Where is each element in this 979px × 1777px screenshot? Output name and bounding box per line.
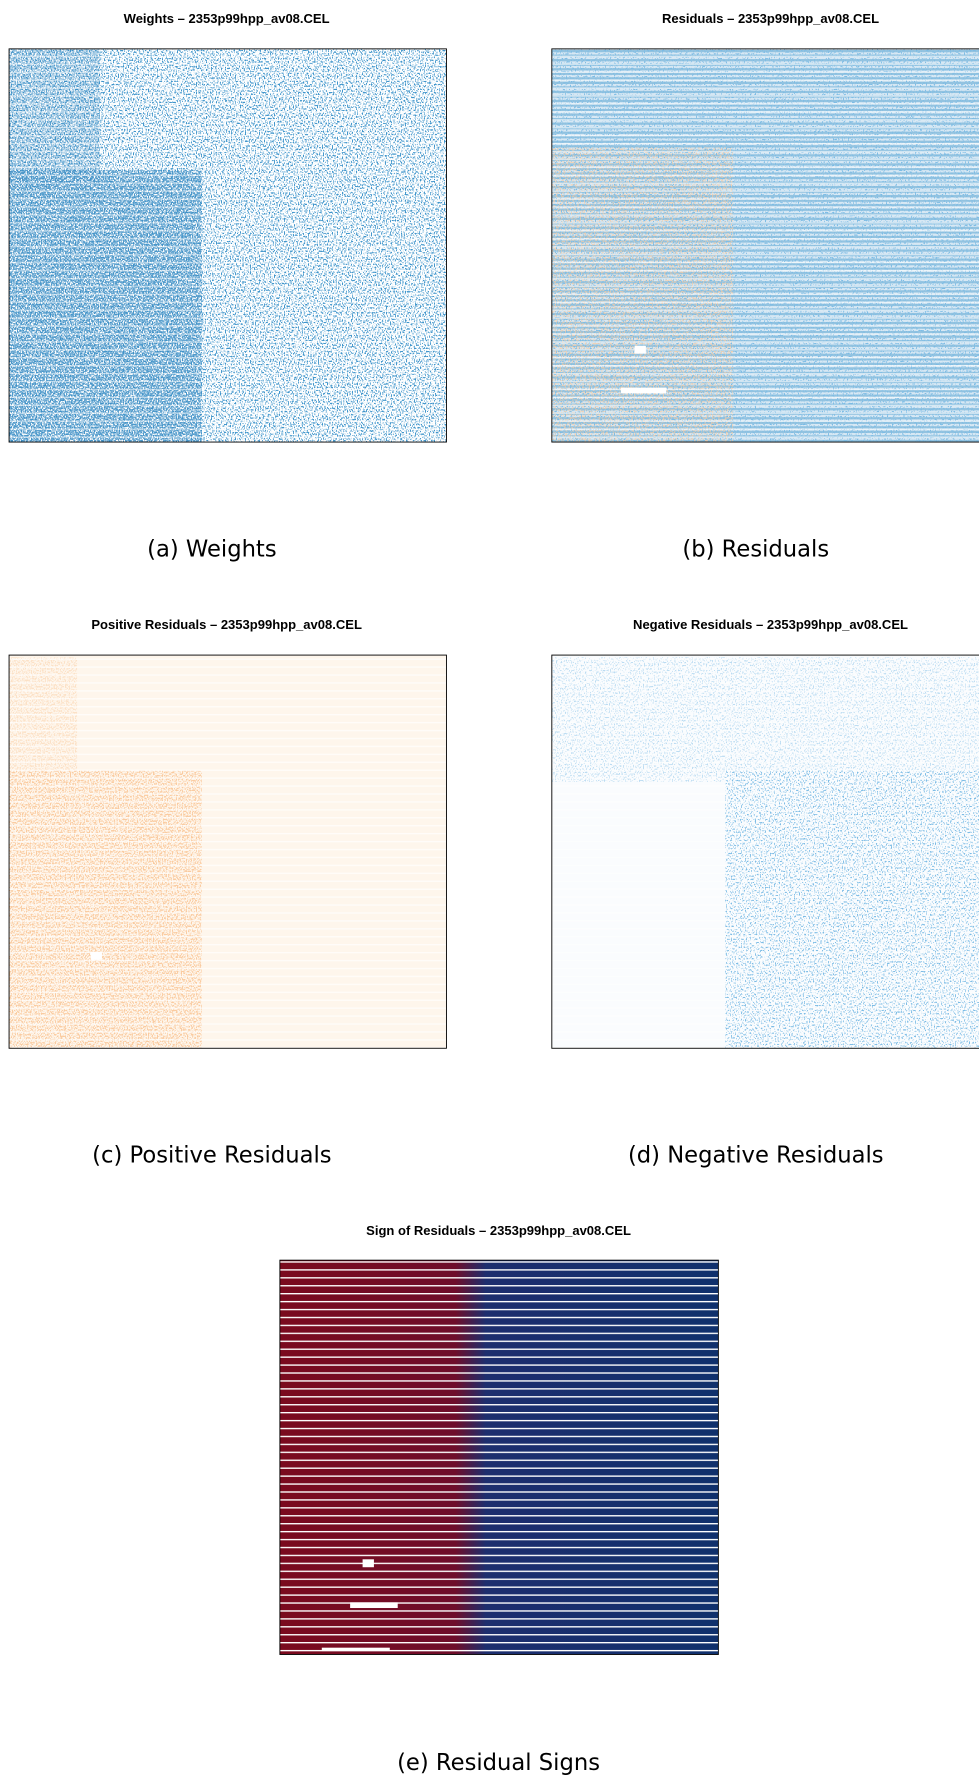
panel-title: Positive Residuals – 2353p99hpp_av08.CEL [91, 617, 362, 632]
panel-title: Sign of Residuals – 2353p99hpp_av08.CEL [366, 1223, 631, 1238]
panel-title: Negative Residuals – 2353p99hpp_av08.CEL [633, 617, 908, 632]
panel-weights: Weights – 2353p99hpp_av08.CEL (a) Weight… [8, 11, 447, 563]
panel-title: Weights – 2353p99hpp_av08.CEL [124, 11, 330, 26]
panel-positive-residuals: Positive Residuals – 2353p99hpp_av08.CEL… [8, 617, 447, 1169]
panel-caption: (d) Negative Residuals [628, 1143, 884, 1169]
panel-title: Residuals – 2353p99hpp_av08.CEL [662, 11, 879, 26]
panel-residual-signs: Sign of Residuals – 2353p99hpp_av08.CEL … [279, 1223, 719, 1776]
panel-caption: (b) Residuals [682, 537, 829, 563]
panel-caption: (a) Weights [147, 537, 277, 563]
panel-residuals: Residuals – 2353p99hpp_av08.CEL (b) Resi… [551, 11, 979, 563]
panel-caption: (c) Positive Residuals [92, 1143, 331, 1169]
panel-negative-residuals: Negative Residuals – 2353p99hpp_av08.CEL… [551, 617, 979, 1169]
panel-caption: (e) Residual Signs [397, 1750, 600, 1776]
